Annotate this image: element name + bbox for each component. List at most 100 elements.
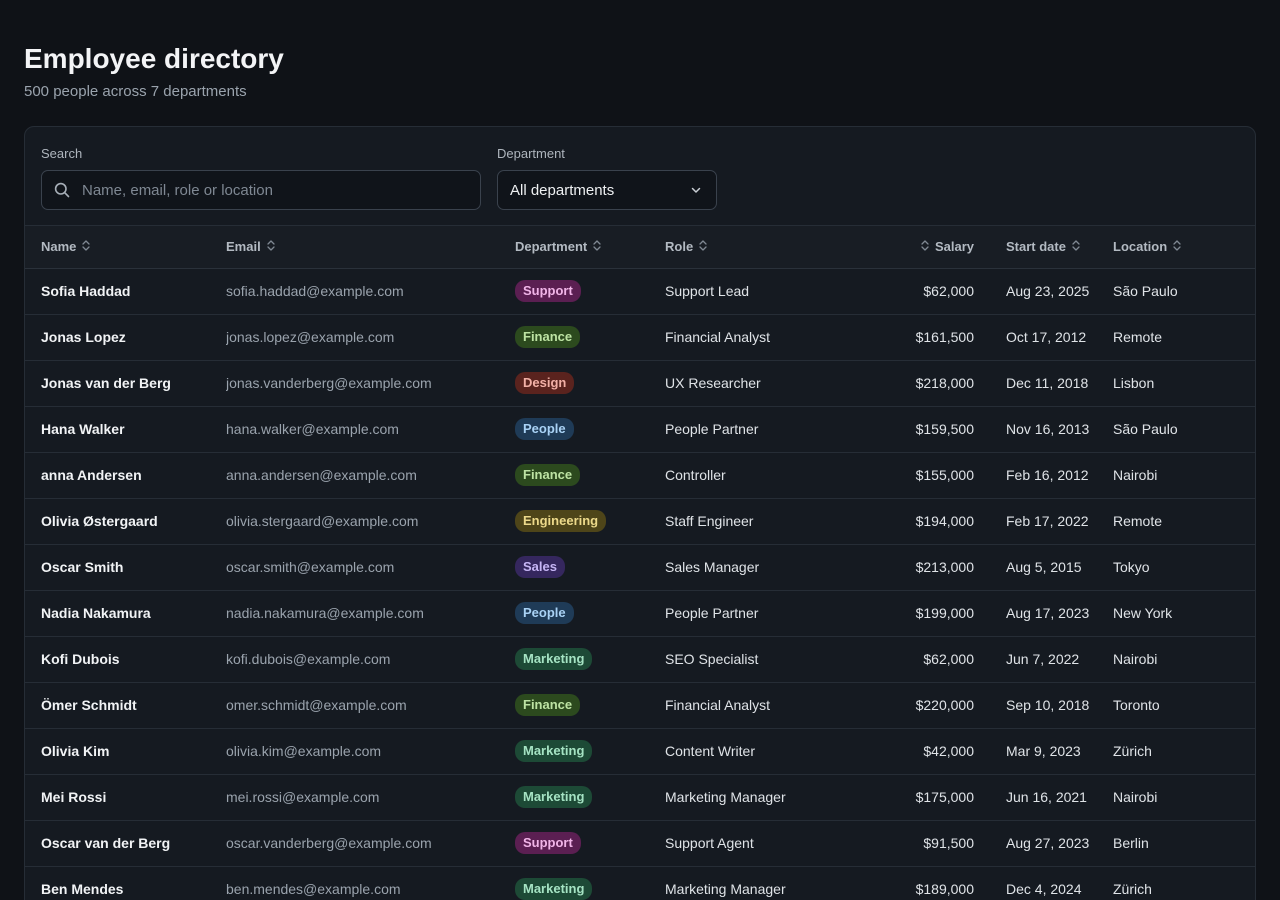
column-header-label: Location xyxy=(1113,239,1168,255)
column-header-label: Role xyxy=(665,239,694,255)
cell-role: Financial Analyst xyxy=(665,329,771,345)
table-row[interactable]: Kofi Dubois kofi.dubois@example.com Market… xyxy=(25,636,1255,682)
cell-department: Finance xyxy=(515,682,665,728)
cell-salary: $91,500 xyxy=(923,835,974,851)
cell-department: Design xyxy=(515,360,665,406)
search-input[interactable] xyxy=(80,180,468,200)
sort-icon[interactable] xyxy=(1173,239,1181,254)
cell-role: People Partner xyxy=(665,421,759,437)
cell-start-date: Dec 11, 2018 xyxy=(1006,375,1089,391)
cell-start-date: Jun 16, 2021 xyxy=(1006,789,1087,805)
sort-icon[interactable] xyxy=(267,239,275,254)
cell-department: Sales xyxy=(515,544,665,590)
cell-salary: $218,000 xyxy=(915,375,974,391)
cell-name: Mei Rossi xyxy=(41,789,107,805)
column-header-start-date[interactable]: Start date xyxy=(974,226,1113,269)
search-filter: Search xyxy=(41,146,481,225)
cell-location: Zürich xyxy=(1113,881,1152,897)
cell-start-date: Nov 16, 2013 xyxy=(1006,421,1090,437)
sort-icon[interactable] xyxy=(699,239,707,254)
cell-salary: $189,000 xyxy=(915,881,974,897)
department-select-value: All departments xyxy=(510,181,615,199)
cell-department: Marketing xyxy=(515,866,665,900)
column-header-salary[interactable]: Salary xyxy=(877,226,974,269)
cell-role: Support Lead xyxy=(665,283,750,299)
cell-start-date: Mar 9, 2023 xyxy=(1006,743,1081,759)
table-row[interactable]: Jonas van der Berg jonas.vanderberg@examp… xyxy=(25,360,1255,406)
cell-department: Support xyxy=(515,268,665,314)
search-box[interactable] xyxy=(41,170,481,210)
cell-department: Marketing xyxy=(515,636,665,682)
cell-start-date: Aug 5, 2015 xyxy=(1006,559,1082,575)
department-badge: Marketing xyxy=(515,878,593,900)
cell-location: Toronto xyxy=(1113,697,1160,713)
table-row[interactable]: Mei Rossi mei.rossi@example.com Marketing M… xyxy=(25,774,1255,820)
cell-email: omer.schmidt@example.com xyxy=(226,697,407,713)
cell-department: People xyxy=(515,406,665,452)
column-header-department[interactable]: Department xyxy=(515,226,665,269)
column-header-label: Start date xyxy=(1006,239,1066,255)
column-header-name[interactable]: Name xyxy=(25,226,226,269)
department-badge: Engineering xyxy=(515,510,607,532)
cell-email: oscar.smith@example.com xyxy=(226,559,395,575)
sort-icon[interactable] xyxy=(921,239,929,254)
column-header-role[interactable]: Role xyxy=(665,226,877,269)
search-icon xyxy=(54,182,70,198)
department-badge: People xyxy=(515,602,574,624)
cell-department: Marketing xyxy=(515,728,665,774)
cell-role: Financial Analyst xyxy=(665,697,771,713)
cell-name: Kofi Dubois xyxy=(41,651,120,667)
table-row[interactable]: Ömer Schmidt omer.schmidt@example.com Fina… xyxy=(25,682,1255,728)
column-header-location[interactable]: Location xyxy=(1113,226,1255,269)
department-filter: Department All departments xyxy=(497,146,717,225)
cell-start-date: Jun 7, 2022 xyxy=(1006,651,1080,667)
cell-role: SEO Specialist xyxy=(665,651,759,667)
column-header-label: Email xyxy=(226,239,261,255)
cell-start-date: Aug 17, 2023 xyxy=(1006,605,1090,621)
table-row[interactable]: Hana Walker hana.walker@example.com People… xyxy=(25,406,1255,452)
column-header-label: Salary xyxy=(934,239,974,255)
table-row[interactable]: Ben Mendes ben.mendes@example.com Marketin… xyxy=(25,866,1255,900)
cell-email: olivia.stergaard@example.com xyxy=(226,513,419,529)
cell-email: olivia.kim@example.com xyxy=(226,743,382,759)
sort-icon[interactable] xyxy=(1072,239,1080,254)
cell-salary: $62,000 xyxy=(923,283,974,299)
cell-email: mei.rossi@example.com xyxy=(226,789,380,805)
sort-icon[interactable] xyxy=(593,239,601,254)
table-row[interactable]: Nadia Nakamura nadia.nakamura@example.com… xyxy=(25,590,1255,636)
department-select[interactable]: All departments xyxy=(497,170,717,210)
cell-salary: $161,500 xyxy=(915,329,974,345)
cell-name: Oscar van der Berg xyxy=(41,835,171,851)
cell-department: People xyxy=(515,590,665,636)
cell-name: Jonas van der Berg xyxy=(41,375,171,391)
table-row[interactable]: Jonas Lopez jonas.lopez@example.com Financ… xyxy=(25,314,1255,360)
cell-salary: $175,000 xyxy=(915,789,974,805)
cell-department: Finance xyxy=(515,452,665,498)
filter-bar: Search Department All departments xyxy=(25,127,1255,226)
cell-email: hana.walker@example.com xyxy=(226,421,399,437)
cell-role: Content Writer xyxy=(665,743,755,759)
department-badge: Finance xyxy=(515,694,581,716)
cell-department: Finance xyxy=(515,314,665,360)
cell-location: São Paulo xyxy=(1113,421,1178,437)
department-badge: Marketing xyxy=(515,786,593,808)
department-badge: Support xyxy=(515,280,581,302)
cell-salary: $220,000 xyxy=(915,697,974,713)
table-row[interactable]: Sofia Haddad sofia.haddad@example.com Supp… xyxy=(25,268,1255,314)
cell-name: Ben Mendes xyxy=(41,881,124,897)
cell-department: Marketing xyxy=(515,774,665,820)
cell-salary: $42,000 xyxy=(923,743,974,759)
table-row[interactable]: Oscar van der Berg oscar.vanderberg@examp… xyxy=(25,820,1255,866)
table-row[interactable]: Oscar Smith oscar.smith@example.com Sales S… xyxy=(25,544,1255,590)
sort-icon[interactable] xyxy=(82,239,91,254)
column-header-email[interactable]: Email xyxy=(226,226,515,269)
table-row[interactable]: Olivia Kim olivia.kim@example.com Marketin… xyxy=(25,728,1255,774)
cell-email: jonas.vanderberg@example.com xyxy=(226,375,432,391)
cell-role: People Partner xyxy=(665,605,759,621)
table-row[interactable]: Olivia Østergaard olivia.stergaard@exampl… xyxy=(25,498,1255,544)
cell-location: Berlin xyxy=(1113,835,1149,851)
cell-name: Sofia Haddad xyxy=(41,283,131,299)
cell-role: Controller xyxy=(665,467,726,483)
table-row[interactable]: anna Andersen anna.andersen@example.com Fi… xyxy=(25,452,1255,498)
cell-role: Sales Manager xyxy=(665,559,760,575)
